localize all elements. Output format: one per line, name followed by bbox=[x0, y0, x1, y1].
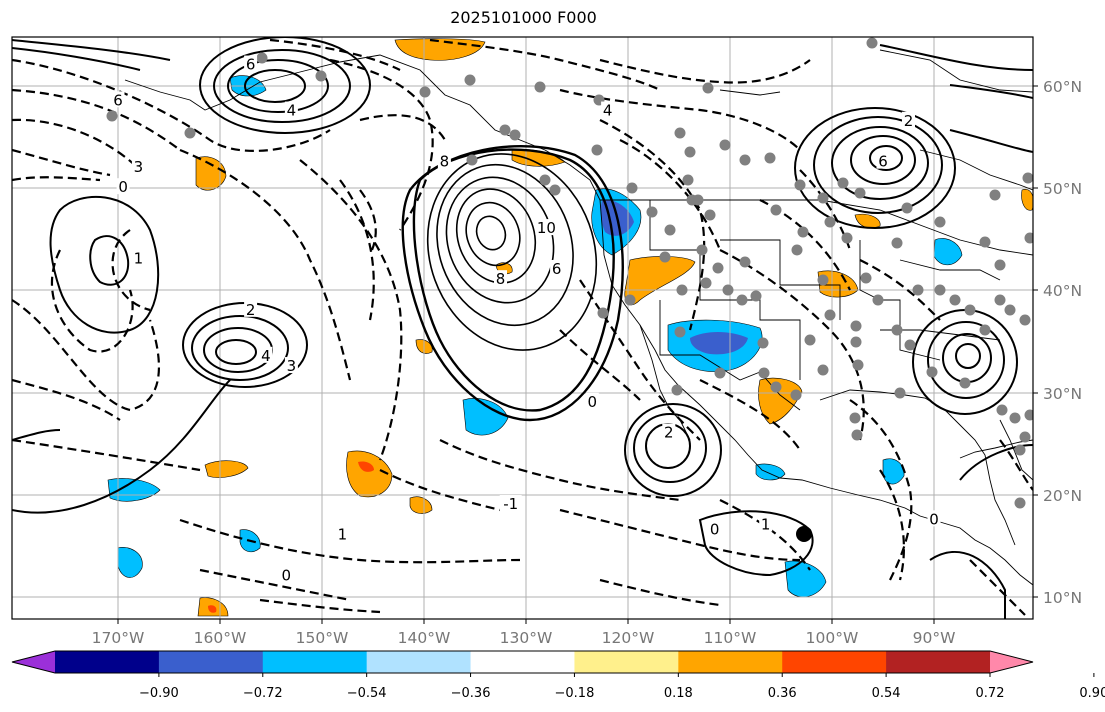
colorbar-under-arrow bbox=[12, 651, 55, 673]
contour-label: 1 bbox=[338, 526, 348, 544]
contour-label: -1 bbox=[503, 495, 518, 513]
contour-label-bg bbox=[902, 111, 915, 128]
lon-label-170w: 170°W bbox=[92, 629, 145, 647]
colorbar-segment bbox=[55, 651, 160, 673]
colorbar: −0.90 −0.72 −0.54 −0.36 −0.18 0.18 0.36 0.54 0.7… bbox=[11, 650, 1105, 701]
contour-label-bg bbox=[550, 259, 564, 276]
lon-label-90w: 90°W bbox=[913, 629, 956, 647]
contour-label: 1 bbox=[134, 250, 144, 268]
contour-label-bg bbox=[499, 495, 522, 512]
contour-label-bg bbox=[116, 178, 130, 195]
lon-label-140w: 140°W bbox=[398, 629, 451, 647]
contour-label: 6 bbox=[246, 56, 256, 74]
lon-label-100w: 100°W bbox=[806, 629, 859, 647]
contour-label: 8 bbox=[496, 270, 506, 288]
colorbar-tick-label: 0.54 bbox=[872, 686, 901, 701]
contour-label-bg bbox=[131, 249, 145, 266]
colorbar-segment bbox=[158, 651, 264, 673]
lon-label-120w: 120°W bbox=[602, 629, 655, 647]
colorbar-tick-label: 0.36 bbox=[768, 686, 797, 701]
map-title: 2025101000 F000 bbox=[450, 8, 597, 27]
contour-label-bg bbox=[279, 566, 293, 583]
contour-label: 3 bbox=[134, 158, 144, 176]
lat-label-20n: 20°N bbox=[1043, 487, 1082, 505]
lon-label-150w: 150°W bbox=[296, 629, 349, 647]
colorbar-segment bbox=[678, 651, 783, 673]
contour-label-bg bbox=[662, 423, 676, 440]
contour-label-bg bbox=[284, 357, 298, 374]
contour-label: 2 bbox=[904, 112, 914, 130]
colorbar-tick-label: 0.18 bbox=[664, 686, 693, 701]
contour-label-bg bbox=[601, 101, 615, 118]
contour-label: 4 bbox=[287, 102, 297, 120]
contour-label-bg bbox=[244, 55, 258, 72]
contour-label-bg bbox=[585, 392, 599, 409]
contour-label: 8 bbox=[440, 153, 450, 171]
colorbar-segment bbox=[262, 651, 368, 673]
lat-label-10n: 10°N bbox=[1043, 589, 1082, 607]
contour-label: 4 bbox=[261, 347, 271, 365]
contour-label-bg bbox=[759, 515, 773, 532]
contour-label: 6 bbox=[878, 153, 888, 171]
contour-label-bg bbox=[335, 525, 349, 542]
lat-label-40n: 40°N bbox=[1043, 282, 1082, 300]
colorbar-segment bbox=[782, 651, 887, 673]
contour-label: 0 bbox=[929, 510, 939, 528]
contour-label: 0 bbox=[588, 393, 598, 411]
contour-label: 10 bbox=[537, 219, 556, 237]
lat-label-60n: 60°N bbox=[1043, 78, 1082, 96]
colorbar-tick-label: 0.90 bbox=[1079, 686, 1105, 701]
colorbar-tick-label: −0.54 bbox=[347, 686, 387, 701]
colorbar-outline bbox=[11, 650, 1034, 674]
contour-label: 1 bbox=[761, 515, 771, 533]
contour-label-bg bbox=[708, 520, 722, 537]
axis-ticks bbox=[117, 85, 1038, 624]
contour-label-bg bbox=[437, 152, 451, 169]
contour-label: 0 bbox=[118, 178, 128, 196]
contour-label: 4 bbox=[603, 102, 613, 120]
station-markers bbox=[106, 37, 1033, 509]
contour-label-bg bbox=[244, 300, 258, 317]
height-contours bbox=[12, 37, 1033, 619]
lon-label-160w: 160°W bbox=[194, 629, 247, 647]
lon-label-130w: 130°W bbox=[500, 629, 553, 647]
contour-label: 0 bbox=[710, 521, 720, 539]
colorbar-segment bbox=[470, 651, 575, 673]
contour-label: 6 bbox=[552, 260, 562, 278]
contour-label: 6 bbox=[113, 91, 123, 109]
colorbar-tick-label: −0.72 bbox=[243, 686, 283, 701]
colorbar-segment bbox=[366, 651, 472, 673]
contour-label: 3 bbox=[287, 357, 297, 375]
contour-label: 0 bbox=[282, 567, 292, 585]
anomaly-shading bbox=[107, 38, 1033, 617]
map-frame bbox=[11, 36, 1034, 620]
contour-label-bg bbox=[876, 152, 890, 169]
longitude-labels: 170°W 160°W 150°W 140°W 130°W 120°W 110°… bbox=[92, 629, 956, 647]
contour-label-bg bbox=[494, 270, 507, 287]
colorbar-over-arrow bbox=[990, 651, 1033, 673]
marker-dot bbox=[796, 526, 812, 542]
contour-label-bg bbox=[535, 219, 558, 236]
contour-label-bg bbox=[284, 101, 298, 118]
latitude-labels: 60°N 50°N 40°N 30°N 20°N 10°N bbox=[1043, 78, 1082, 607]
contour-label: 2 bbox=[246, 301, 256, 319]
colorbar-segment bbox=[574, 651, 679, 673]
colorbar-tick-label: −0.90 bbox=[139, 686, 179, 701]
colorbar-segment bbox=[886, 651, 991, 673]
colorbar-tick-label: −0.36 bbox=[451, 686, 491, 701]
contour-label-bg bbox=[927, 510, 941, 527]
lat-label-30n: 30°N bbox=[1043, 385, 1082, 403]
contour-label: 2 bbox=[664, 423, 674, 441]
contour-label-bg bbox=[131, 157, 145, 174]
contour-label-bg bbox=[111, 91, 125, 108]
lon-label-110w: 110°W bbox=[704, 629, 757, 647]
lat-label-50n: 50°N bbox=[1043, 180, 1082, 198]
colorbar-tick-label: −0.18 bbox=[555, 686, 595, 701]
coastlines bbox=[124, 49, 1033, 586]
contour-label-bg bbox=[259, 346, 273, 363]
colorbar-tick-label: 0.72 bbox=[976, 686, 1005, 701]
